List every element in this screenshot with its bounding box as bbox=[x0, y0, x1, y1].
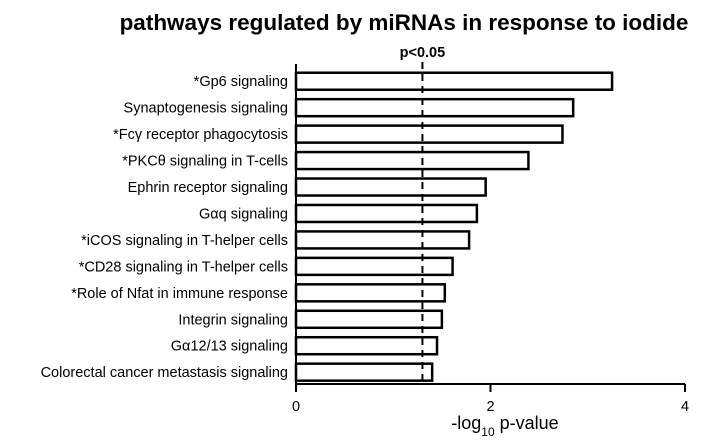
bar bbox=[294, 362, 434, 382]
category-label: Gα12/13 signaling bbox=[171, 339, 288, 355]
bar bbox=[294, 230, 471, 250]
category-label: *CD28 signaling in T-helper cells bbox=[79, 259, 288, 275]
bar bbox=[294, 177, 487, 197]
category-label: *Role of Nfat in immune response bbox=[71, 286, 288, 302]
category-label: *Gp6 signaling bbox=[194, 74, 288, 90]
bar bbox=[294, 256, 454, 277]
category-label: Integrin signaling bbox=[178, 312, 288, 328]
bar bbox=[294, 97, 575, 118]
bars-group bbox=[294, 71, 614, 382]
category-label: Gαq signaling bbox=[199, 206, 288, 222]
bar bbox=[294, 203, 479, 224]
chart-title: pathways regulated by miRNAs in response… bbox=[120, 10, 689, 35]
x-axis-label: -log10 p-value bbox=[451, 413, 558, 439]
bar bbox=[294, 150, 530, 171]
x-ticks: 0 2 4 bbox=[292, 384, 689, 415]
x-axis-label-prefix: -log bbox=[451, 413, 481, 433]
category-label: Synaptogenesis signaling bbox=[124, 101, 288, 117]
x-tick-label: 0 bbox=[292, 399, 300, 415]
category-labels: *Gp6 signaling Synaptogenesis signaling *F… bbox=[41, 74, 288, 381]
category-label: *PKCθ signaling in T-cells bbox=[122, 154, 288, 170]
bar bbox=[294, 335, 439, 356]
bar bbox=[294, 309, 444, 330]
x-axis-label-subscript: 10 bbox=[481, 425, 495, 439]
category-label: Colorectal cancer metastasis signaling bbox=[41, 365, 288, 381]
category-label: *iCOS signaling in T-helper cells bbox=[81, 233, 288, 249]
category-label: Ephrin receptor signaling bbox=[128, 180, 288, 196]
bar bbox=[294, 124, 564, 144]
x-axis-label-suffix: p-value bbox=[495, 413, 559, 433]
x-tick-label: 2 bbox=[486, 399, 494, 415]
bar bbox=[294, 71, 614, 91]
category-label: *Fcγ receptor phagocytosis bbox=[113, 127, 288, 143]
x-tick-label: 4 bbox=[681, 399, 689, 415]
threshold-label: p<0.05 bbox=[400, 45, 446, 61]
